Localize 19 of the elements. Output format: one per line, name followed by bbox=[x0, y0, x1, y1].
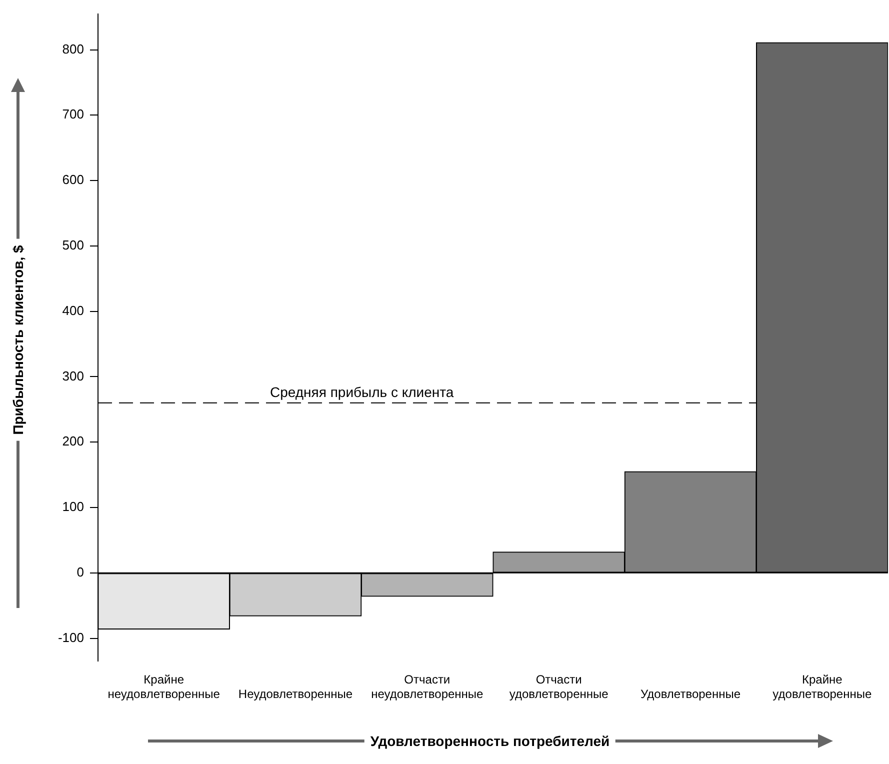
x-tick-label: Неудовлетворенные bbox=[238, 687, 353, 702]
y-tick-label: 400 bbox=[62, 302, 84, 318]
x-tick-label: Удовлетворенные bbox=[640, 687, 741, 702]
y-tick-label: -100 bbox=[58, 630, 84, 645]
ref-line-label: Средняя прибыль с клиента bbox=[270, 384, 454, 400]
y-axis-title: Прибыльность клиентов, $ bbox=[10, 239, 26, 441]
y-tick-label: 500 bbox=[62, 238, 84, 253]
y-tick-label: 0 bbox=[76, 564, 84, 580]
x-tick-label: Крайне неудовлетворенные bbox=[108, 672, 220, 702]
x-tick-label: Отчасти удовлетворенные bbox=[509, 672, 609, 702]
x-axis-title: Удовлетворенность потребителей bbox=[364, 733, 616, 749]
y-tick-label: 100 bbox=[62, 499, 84, 514]
y-tick-label: 600 bbox=[62, 172, 84, 188]
y-tick-label: 800 bbox=[62, 41, 84, 56]
x-tick-label: Крайне удовлетворенные bbox=[772, 672, 872, 702]
y-tick-label: 700 bbox=[62, 106, 84, 122]
y-tick-label: 200 bbox=[62, 434, 84, 449]
x-tick-label: Отчасти неудовлетворенные bbox=[371, 672, 484, 702]
y-tick-label: 300 bbox=[62, 368, 84, 384]
